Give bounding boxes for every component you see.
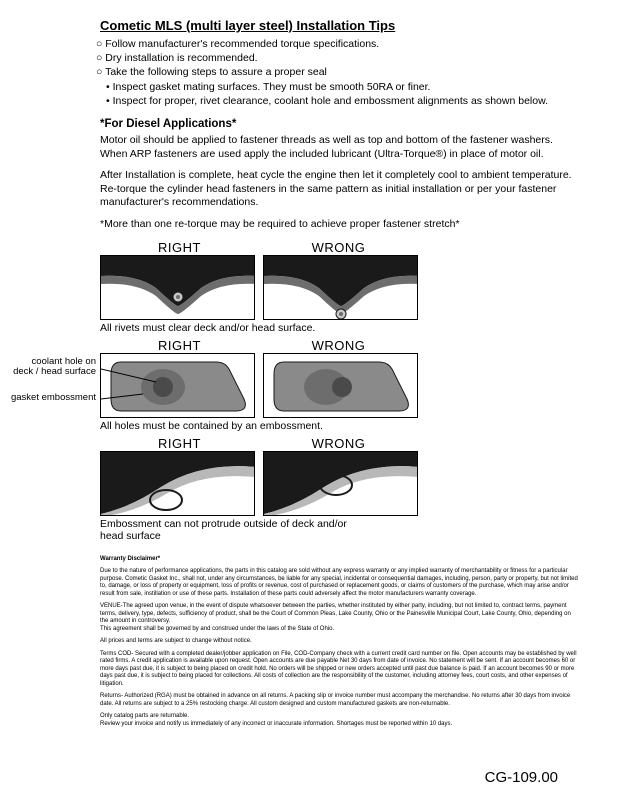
bullet-item: ○ Take the following steps to assure a p…	[96, 65, 590, 79]
caption-1: All rivets must clear deck and/or head s…	[100, 322, 590, 334]
fineprint-para: Terms COD- Secured with a completed deal…	[100, 651, 580, 689]
label-wrong: WRONG	[259, 436, 418, 451]
footer-code: CG-109.00	[485, 769, 558, 786]
bullet-list: ○ Follow manufacturer's recommended torq…	[96, 37, 590, 108]
bullet-item: ○ Dry installation is recommended.	[96, 51, 590, 65]
label-wrong: WRONG	[259, 240, 418, 255]
fineprint-para: Returns- Authorized (RGA) must be obtain…	[100, 693, 580, 708]
label-right: RIGHT	[100, 338, 259, 353]
figure-wrong-3	[263, 451, 418, 516]
annotation-coolant: coolant hole on deck / head surface	[10, 357, 100, 378]
caption-3: Embossment can not protrude outside of d…	[100, 518, 360, 542]
fineprint-para: Only catalog parts are returnable.Review…	[100, 713, 580, 728]
fineprint-para: Due to the nature of performance applica…	[100, 568, 580, 598]
figure-wrong-2	[263, 353, 418, 418]
bullet-text: Follow manufacturer's recommended torque…	[105, 38, 379, 50]
figure-right-3	[100, 451, 255, 516]
caption-2: All holes must be contained by an emboss…	[100, 420, 590, 432]
paragraph: Motor oil should be applied to fastener …	[100, 134, 580, 161]
annotation-embossment: gasket embossment	[0, 393, 100, 403]
label-right: RIGHT	[100, 436, 259, 451]
figure-right-2	[100, 353, 255, 418]
bullet-text: Take the following steps to assure a pro…	[105, 66, 327, 78]
label-right: RIGHT	[100, 240, 259, 255]
fineprint-para: VENUE-The agreed upon venue, in the even…	[100, 603, 580, 633]
diagram-block: RIGHT WRONG All rivets must clear deck a…	[100, 240, 590, 542]
page-title: Cometic MLS (multi layer steel) Installa…	[100, 18, 590, 33]
label-wrong: WRONG	[259, 338, 418, 353]
fineprint-para: All prices and terms are subject to chan…	[100, 638, 580, 646]
diesel-heading: *For Diesel Applications*	[100, 118, 590, 130]
bullet-text: Inspect for proper, rivet clearance, coo…	[113, 95, 548, 107]
bullet-text: Dry installation is recommended.	[105, 52, 257, 64]
sub-bullet: • Inspect for proper, rivet clearance, c…	[96, 94, 590, 108]
sub-bullet: • Inspect gasket mating surfaces. They m…	[96, 80, 590, 94]
fine-print: Warranty Disclaimer* Due to the nature o…	[100, 556, 580, 729]
paragraph: After Installation is complete, heat cyc…	[100, 169, 580, 210]
bullet-text: Inspect gasket mating surfaces. They mus…	[113, 81, 431, 93]
fineprint-heading: Warranty Disclaimer*	[100, 556, 580, 564]
paragraph: *More than one re-torque may be required…	[100, 218, 580, 232]
figure-right-1	[100, 255, 255, 320]
figure-wrong-1	[263, 255, 418, 320]
bullet-item: ○ Follow manufacturer's recommended torq…	[96, 37, 590, 51]
